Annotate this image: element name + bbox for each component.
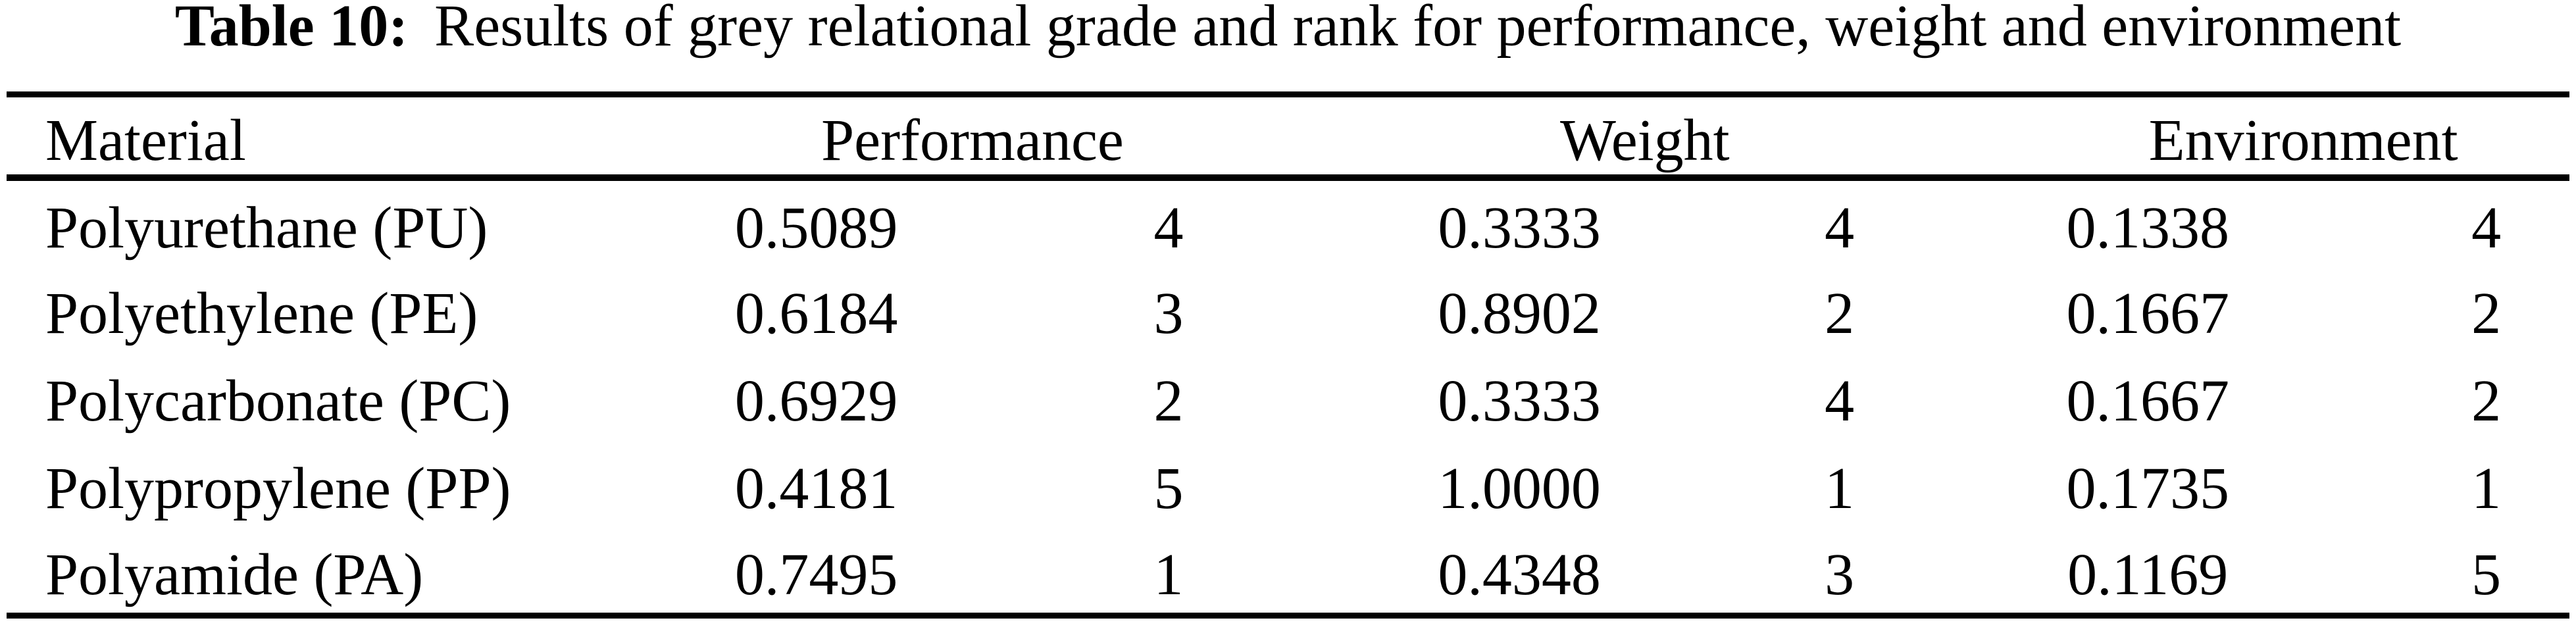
performance-grade-cell: 0.6184 <box>734 281 898 346</box>
performance-rank-cell: 1 <box>1153 542 1184 607</box>
material-cell: Polypropylene (PP) <box>45 456 511 521</box>
environment-rank-cell: 5 <box>2471 542 2502 607</box>
environment-grade-cell: 0.1338 <box>2066 195 2229 261</box>
environment-rank-cell: 2 <box>2471 368 2502 434</box>
performance-rank-cell: 5 <box>1153 456 1184 521</box>
environment-rank-cell: 2 <box>2471 281 2502 346</box>
table-body: Polyurethane (PU) 0.5089 4 0.3333 4 0.13… <box>7 178 2569 615</box>
weight-rank-cell: 2 <box>1825 281 1855 346</box>
grey-relational-grade-table: Material Performance Weight Environment … <box>7 91 2569 619</box>
header-material: Material <box>45 108 246 173</box>
environment-grade-cell: 0.1735 <box>2066 456 2229 521</box>
performance-grade-cell: 0.7495 <box>734 542 898 607</box>
weight-rank-cell: 4 <box>1825 195 1855 261</box>
header-row: Material Performance Weight Environment <box>7 95 2569 178</box>
performance-rank-cell: 3 <box>1153 281 1184 346</box>
weight-grade-cell: 0.3333 <box>1438 368 1601 434</box>
table-row-polypropylene: Polypropylene (PP) 0.4181 5 1.0000 1 0.1… <box>7 440 2569 528</box>
weight-rank-cell: 3 <box>1825 542 1855 607</box>
weight-rank-cell: 1 <box>1825 456 1855 521</box>
performance-grade-cell: 0.6929 <box>734 368 898 434</box>
table-row-polycarbonate: Polycarbonate (PC) 0.6929 2 0.3333 4 0.1… <box>7 353 2569 440</box>
weight-grade-cell: 0.8902 <box>1438 281 1601 346</box>
material-cell: Polyamide (PA) <box>45 542 424 607</box>
environment-rank-cell: 4 <box>2471 195 2502 261</box>
caption-label: Table 10: <box>174 0 409 59</box>
weight-grade-cell: 0.4348 <box>1438 542 1601 607</box>
environment-grade-cell: 0.1169 <box>2067 542 2229 607</box>
table-header: Material Performance Weight Environment <box>7 95 2569 178</box>
caption-text: Results of grey relational grade and ran… <box>434 0 2402 59</box>
material-cell: Polyurethane (PU) <box>45 195 488 261</box>
material-cell: Polycarbonate (PC) <box>45 368 511 434</box>
header-weight: Weight <box>1559 108 1730 173</box>
header-performance: Performance <box>821 108 1124 173</box>
material-cell: Polyethylene (PE) <box>45 281 478 346</box>
performance-rank-cell: 4 <box>1153 195 1184 261</box>
table-row-polyamide: Polyamide (PA) 0.7495 1 0.4348 3 0.1169 … <box>7 528 2569 615</box>
performance-grade-cell: 0.5089 <box>734 195 898 261</box>
header-environment: Environment <box>2148 108 2458 173</box>
environment-grade-cell: 0.1667 <box>2066 368 2229 434</box>
weight-grade-cell: 1.0000 <box>1438 456 1601 521</box>
table-row-polyethylene: Polyethylene (PE) 0.6184 3 0.8902 2 0.16… <box>7 265 2569 353</box>
environment-grade-cell: 0.1667 <box>2066 281 2229 346</box>
table-row-polyurethane: Polyurethane (PU) 0.5089 4 0.3333 4 0.13… <box>7 178 2569 265</box>
weight-rank-cell: 4 <box>1825 368 1855 434</box>
environment-rank-cell: 1 <box>2471 456 2502 521</box>
performance-grade-cell: 0.4181 <box>734 456 898 521</box>
performance-rank-cell: 2 <box>1153 368 1184 434</box>
table-caption: Table 10: Results of grey relational grad… <box>0 0 2576 91</box>
weight-grade-cell: 0.3333 <box>1438 195 1601 261</box>
